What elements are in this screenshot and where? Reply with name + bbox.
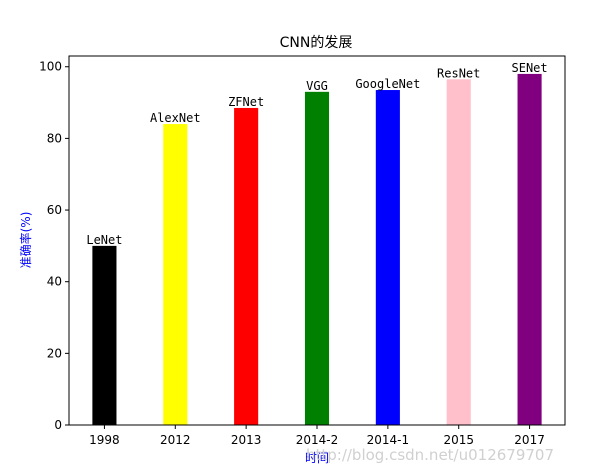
bar-label-2014-2: VGG bbox=[306, 79, 328, 93]
x-tick-label: 2014-1 bbox=[367, 433, 410, 447]
x-tick-label: 2014-2 bbox=[296, 433, 339, 447]
watermark-text: http://blog.csdn.net/u012679707 bbox=[306, 446, 554, 464]
x-tick-label: 2012 bbox=[160, 433, 191, 447]
bar-1998 bbox=[92, 245, 117, 425]
y-axis-ticks: 0 20 40 60 80 100 bbox=[39, 60, 69, 432]
x-axis-ticks: 1998 2012 2013 2014-2 2014-1 2015 2017 bbox=[89, 425, 545, 447]
bar-label-2014-1: GoogleNet bbox=[355, 77, 420, 91]
y-tick-label: 80 bbox=[47, 131, 62, 145]
x-tick-label: 1998 bbox=[89, 433, 120, 447]
y-tick-label: 40 bbox=[47, 275, 62, 289]
bar-labels-group: LeNet AlexNet ZFNet VGG GoogleNet ResNet SENet bbox=[86, 61, 547, 247]
x-tick-label: 2017 bbox=[514, 433, 545, 447]
bar-2012 bbox=[163, 124, 188, 425]
y-tick-label: 0 bbox=[54, 418, 62, 432]
x-tick-label: 2013 bbox=[231, 433, 262, 447]
x-axis-label: 时间 bbox=[305, 451, 329, 465]
bars-group bbox=[92, 73, 542, 426]
bar-2017 bbox=[517, 73, 542, 425]
bar-label-1998: LeNet bbox=[86, 233, 122, 247]
y-tick-label: 100 bbox=[39, 60, 62, 74]
bar-label-2017: SENet bbox=[512, 61, 548, 75]
y-tick-label: 20 bbox=[47, 346, 62, 360]
bar-2014-1 bbox=[375, 90, 400, 425]
bar-2014-2 bbox=[304, 91, 330, 425]
bar-label-2015: ResNet bbox=[437, 66, 480, 80]
bar-2013 bbox=[234, 107, 259, 426]
y-tick-label: 60 bbox=[47, 203, 62, 217]
bar-2015 bbox=[446, 79, 471, 425]
bar-label-2013: ZFNet bbox=[228, 95, 264, 109]
x-tick-label: 2015 bbox=[443, 433, 474, 447]
y-axis-label: 准确率(%) bbox=[18, 212, 33, 269]
bar-label-2012: AlexNet bbox=[150, 111, 201, 125]
chart-title: CNN的发展 bbox=[280, 35, 353, 51]
